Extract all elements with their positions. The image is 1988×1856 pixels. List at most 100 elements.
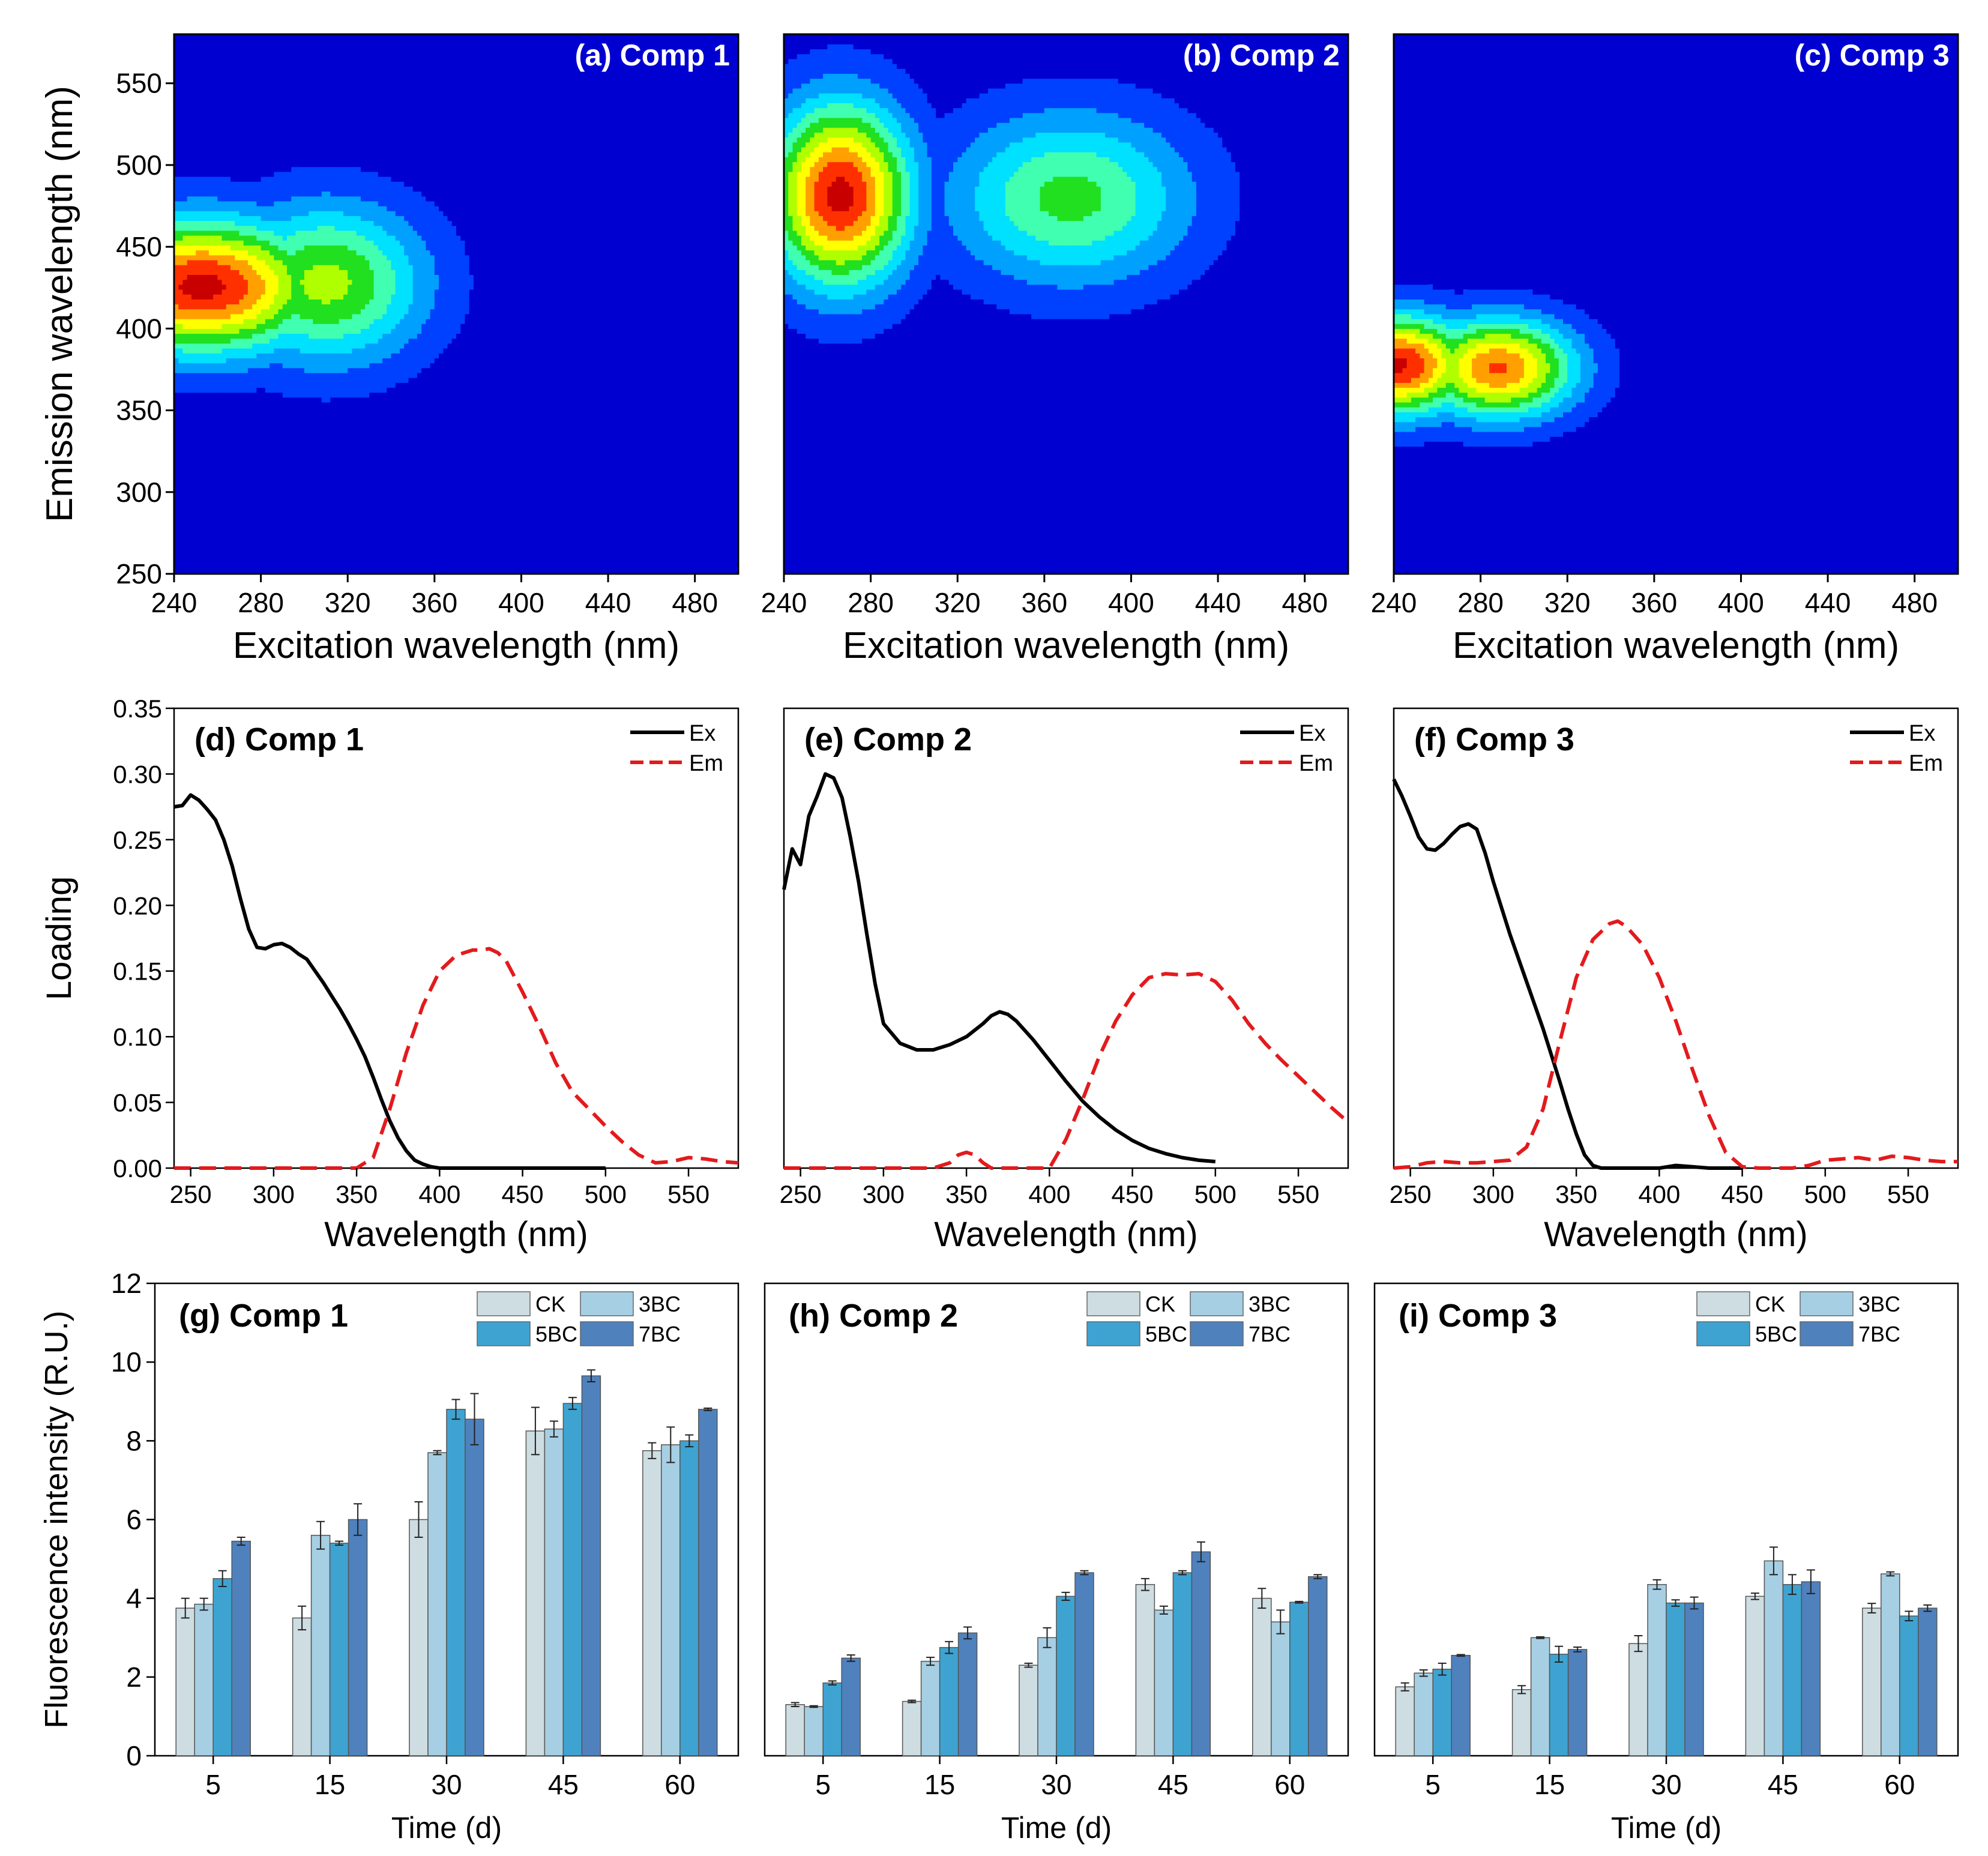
x-tick-label: 250 xyxy=(780,1180,822,1208)
legend-label-ck: CK xyxy=(1145,1292,1175,1316)
x-tick-label: 350 xyxy=(945,1180,987,1208)
x-axis-label: Time (d) xyxy=(1001,1811,1112,1845)
x-tick-label: 320 xyxy=(1544,587,1591,618)
x-axis-label: Excitation wavelength (nm) xyxy=(233,625,679,666)
legend-label-3bc: 3BC xyxy=(639,1292,681,1316)
panel-title: (c) Comp 3 xyxy=(1795,38,1950,72)
x-tick-label: 15 xyxy=(315,1769,345,1800)
plot-frame xyxy=(173,707,739,1169)
x-axis-label: Wavelength (nm) xyxy=(934,1215,1197,1254)
x-tick-label: 480 xyxy=(1891,587,1938,618)
y-tick-label: 0.35 xyxy=(113,694,162,723)
legend: CK 3BC 5BC 7BC xyxy=(1086,1291,1291,1346)
legend-swatch-5bc xyxy=(477,1321,531,1346)
x-tick-label: 480 xyxy=(672,587,718,618)
bar-ck xyxy=(1745,1595,1765,1756)
legend-label-ck: CK xyxy=(535,1292,565,1316)
x-axis-label: Time (d) xyxy=(1611,1811,1721,1845)
legend-label-em: Em xyxy=(1909,751,1943,776)
bar-7bc xyxy=(465,1418,484,1756)
x-tick-label: 350 xyxy=(336,1180,378,1208)
legend-swatch-3bc xyxy=(1800,1291,1854,1316)
y-tick-label: 6 xyxy=(126,1504,142,1535)
bar-3bc xyxy=(804,1706,824,1756)
legend-label-3bc: 3BC xyxy=(1249,1292,1291,1316)
legend-swatch-5bc xyxy=(1696,1321,1750,1346)
x-tick-label: 440 xyxy=(1805,587,1851,618)
legend-label-7bc: 7BC xyxy=(1858,1322,1900,1346)
x-tick-label: 400 xyxy=(1638,1180,1680,1208)
x-tick-label: 400 xyxy=(1108,587,1154,618)
bar-3bc xyxy=(1414,1672,1433,1756)
legend-swatch-3bc xyxy=(1190,1291,1244,1316)
y-tick-label: 500 xyxy=(116,149,162,181)
x-tick-label: 240 xyxy=(1371,587,1417,618)
bar-3bc xyxy=(920,1660,941,1756)
legend-label-3bc: 3BC xyxy=(1858,1292,1900,1316)
legend-swatch-5bc xyxy=(1086,1321,1140,1346)
y-tick-label: 300 xyxy=(116,477,162,508)
bar-3bc xyxy=(1271,1621,1291,1756)
x-tick-label: 280 xyxy=(848,587,894,618)
panel-title: (e) Comp 2 xyxy=(804,722,972,758)
bar-3bc xyxy=(1647,1583,1667,1756)
x-tick-label: 440 xyxy=(1195,587,1241,618)
bar-ck xyxy=(1019,1665,1038,1756)
bar-ck xyxy=(1252,1597,1272,1756)
bar-7bc xyxy=(957,1632,978,1756)
legend: Ex Em xyxy=(1850,721,1943,776)
legend-swatch-ck xyxy=(1696,1291,1750,1316)
x-tick-label: 550 xyxy=(1277,1180,1319,1208)
x-tick-label: 450 xyxy=(1112,1180,1154,1208)
y-tick-label: 4 xyxy=(126,1583,142,1614)
x-tick-label: 45 xyxy=(1158,1769,1188,1800)
y-tick-label: 550 xyxy=(116,68,162,99)
legend-label-5bc: 5BC xyxy=(535,1322,577,1346)
series-line-em xyxy=(1393,919,1958,1170)
bar-5bc xyxy=(329,1543,349,1756)
bar-ck xyxy=(1135,1583,1155,1756)
bar-5bc xyxy=(939,1647,959,1756)
bar-5bc xyxy=(446,1409,466,1756)
y-tick-label: 0.20 xyxy=(113,891,162,920)
bar-ck xyxy=(525,1430,546,1756)
x-tick-label: 480 xyxy=(1282,587,1328,618)
intensity-panel-g: 5 15 30 45 60 CK 3BC 5BC 7BC (g) Comp 1 0 2 4 6 8 10 12 T… xyxy=(38,1268,739,1845)
panel-title: (d) Comp 1 xyxy=(194,722,364,758)
y-tick-label: 450 xyxy=(116,231,162,262)
bar-7bc xyxy=(698,1409,718,1756)
legend-label-7bc: 7BC xyxy=(639,1322,681,1346)
bar-3bc xyxy=(661,1444,681,1756)
x-tick-label: 500 xyxy=(585,1180,627,1208)
x-tick-label: 500 xyxy=(1804,1180,1846,1208)
bar-ck xyxy=(1511,1689,1532,1756)
x-tick-label: 5 xyxy=(1425,1769,1441,1800)
x-tick-label: 240 xyxy=(761,587,807,618)
x-tick-label: 440 xyxy=(585,587,631,618)
x-tick-label: 250 xyxy=(1390,1180,1432,1208)
legend-label-ck: CK xyxy=(1755,1292,1785,1316)
bar-7bc xyxy=(841,1657,861,1756)
bar-5bc xyxy=(1432,1668,1452,1756)
bar-5bc xyxy=(562,1403,583,1756)
bar-7bc xyxy=(1451,1655,1471,1756)
legend-label-5bc: 5BC xyxy=(1755,1322,1797,1346)
bar-7bc xyxy=(1191,1551,1211,1756)
x-tick-label: 360 xyxy=(1021,587,1067,618)
legend-label-5bc: 5BC xyxy=(1145,1322,1187,1346)
bar-7bc xyxy=(1308,1576,1328,1756)
legend-label-ex: Ex xyxy=(1299,721,1325,746)
x-tick-label: 360 xyxy=(1631,587,1677,618)
bar-3bc xyxy=(1154,1609,1174,1756)
y-tick-label: 8 xyxy=(126,1425,142,1456)
intensity-panel-i: 5 15 30 45 60 CK 3BC 5BC 7BC (i) Comp 3 Time (d) xyxy=(1373,1282,1959,1845)
x-tick-label: 400 xyxy=(418,1180,460,1208)
bar-3bc xyxy=(544,1428,564,1756)
x-tick-label: 45 xyxy=(1768,1769,1798,1800)
bar-ck xyxy=(642,1450,662,1756)
bar-5bc xyxy=(679,1440,699,1756)
bar-ck xyxy=(902,1701,922,1756)
y-tick-label: 10 xyxy=(111,1346,142,1378)
x-tick-label: 280 xyxy=(238,587,284,618)
panel-title: (h) Comp 2 xyxy=(789,1298,958,1334)
